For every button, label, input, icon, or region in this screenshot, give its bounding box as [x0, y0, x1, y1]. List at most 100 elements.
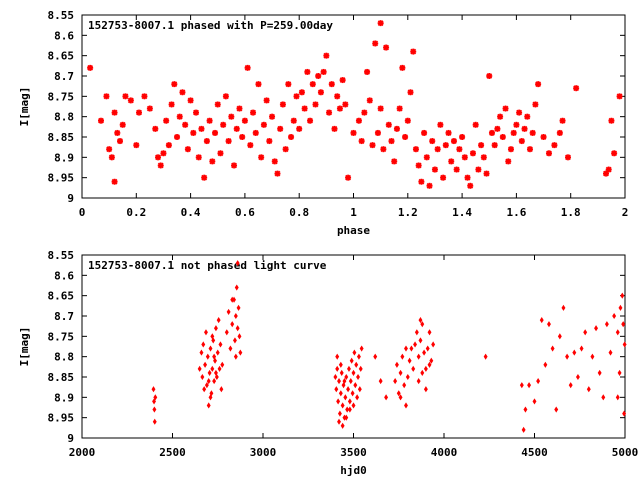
data-point [334, 386, 339, 393]
data-point [199, 349, 204, 356]
data-point [388, 138, 395, 145]
data-point [358, 365, 363, 372]
data-point [216, 317, 221, 324]
data-point [372, 40, 379, 47]
data-point [461, 154, 468, 161]
data-point [202, 386, 207, 393]
data-point [431, 341, 436, 348]
data-point [349, 357, 354, 364]
data-point [228, 345, 233, 352]
y-tick-label: 8.75 [48, 330, 75, 343]
data-point [141, 93, 148, 100]
data-point [214, 101, 221, 108]
plot-title: 152753-8007.1 phased with P=259.00day [88, 19, 333, 32]
data-point [232, 337, 237, 344]
data-point [604, 321, 609, 328]
plot-title: 152753-8007.1 not phased light curve [88, 259, 327, 272]
data-point [114, 129, 121, 136]
data-point [429, 357, 434, 364]
y-tick-label: 8.9 [54, 151, 74, 164]
phased-light-curve-panel: 152753-8007.1 phased with P=259.00day ph… [18, 9, 628, 237]
data-point [163, 117, 170, 124]
data-point [426, 182, 433, 189]
x-tick-label: 2 [622, 206, 629, 219]
data-point [215, 349, 220, 356]
data-point [445, 129, 452, 136]
data-point [168, 101, 175, 108]
data-point [235, 260, 240, 267]
data-point [399, 64, 406, 71]
data-point [212, 129, 219, 136]
data-point [394, 361, 399, 368]
data-point [380, 146, 387, 153]
data-point [420, 321, 425, 328]
data-point [271, 158, 278, 165]
data-point [423, 154, 430, 161]
data-point [337, 410, 342, 417]
data-point [527, 382, 532, 389]
plot-frame [81, 254, 626, 439]
data-point [187, 97, 194, 104]
data-point [405, 373, 410, 381]
data-point [206, 117, 213, 124]
data-point [608, 117, 615, 124]
data-point [315, 73, 322, 79]
data-point [226, 308, 231, 315]
data-point [364, 68, 371, 75]
data-point [230, 296, 235, 303]
data-point [274, 170, 281, 177]
data-point [209, 158, 216, 165]
data-point [597, 369, 602, 376]
x-tick-label: 5000 [612, 446, 639, 459]
data-point [250, 109, 257, 116]
data-point [422, 349, 427, 356]
data-point [171, 81, 178, 88]
data-point [398, 394, 403, 401]
data-point [410, 48, 417, 55]
data-point [540, 134, 547, 140]
x-tick-label: 1.4 [452, 206, 472, 219]
data-point [122, 93, 129, 100]
data-point [404, 345, 408, 352]
data-point [323, 52, 330, 59]
data-point [620, 292, 625, 299]
data-point [106, 146, 113, 153]
x-tick-label: 4500 [521, 446, 548, 459]
data-point [228, 113, 235, 120]
y-tick-label: 8.8 [54, 111, 74, 124]
data-point [204, 329, 208, 336]
data-point [298, 89, 305, 96]
y-tick-label: 8.7 [54, 310, 74, 323]
data-point [338, 390, 343, 397]
data-point [263, 97, 270, 104]
data-point [521, 125, 528, 132]
data-point [575, 373, 580, 381]
data-point [622, 341, 627, 348]
unphased-light-curve-panel: 152753-8007.1 not phased light curve hjd… [18, 249, 638, 477]
data-point [404, 402, 408, 409]
data-point [421, 129, 428, 136]
data-point [288, 134, 295, 140]
data-point [551, 142, 558, 149]
data-point [416, 353, 421, 360]
data-point [351, 402, 356, 409]
data-point [579, 345, 584, 352]
data-point [418, 337, 423, 344]
data-point [358, 138, 365, 145]
data-point [590, 353, 595, 360]
data-point [526, 146, 533, 153]
data-point [347, 398, 352, 405]
data-point [312, 101, 319, 108]
x-tick-label: 3500 [340, 446, 367, 459]
data-point [152, 418, 157, 425]
data-point [345, 406, 350, 413]
data-point [176, 113, 183, 120]
data-point [193, 109, 200, 116]
data-point [480, 154, 487, 161]
data-point [197, 365, 202, 372]
data-point [510, 129, 517, 136]
data-point [184, 146, 191, 153]
data-point [337, 418, 341, 425]
data-point [152, 406, 157, 413]
y-tick-label: 8.6 [54, 29, 74, 42]
